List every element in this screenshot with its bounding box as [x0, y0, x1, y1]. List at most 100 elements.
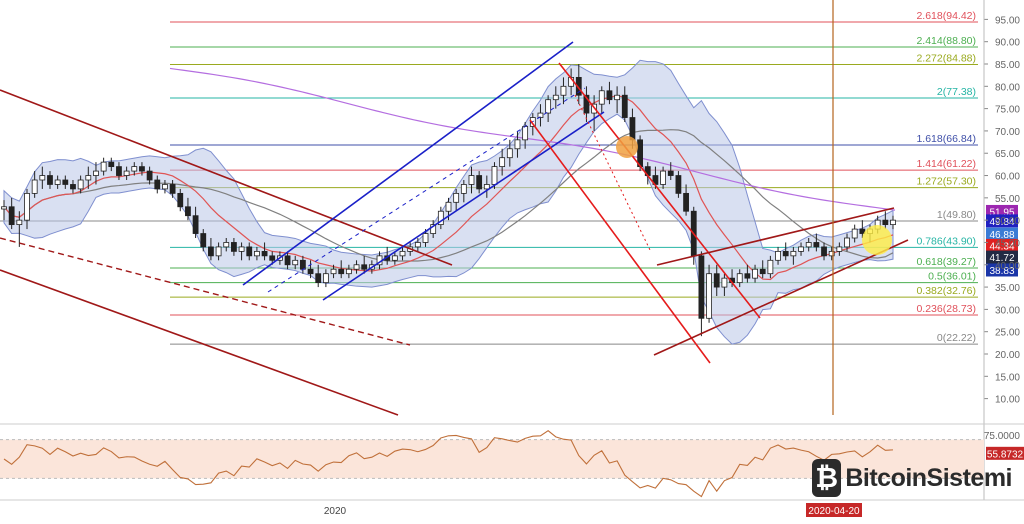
candle-body-41: [315, 273, 322, 284]
candle-body-34: [261, 250, 268, 257]
candle-body-20: [154, 179, 161, 190]
candle-body-62: [476, 175, 483, 190]
candle-body-10: [77, 179, 84, 190]
candle-body-14: [108, 161, 115, 168]
fib-level-label-11: 0.382(32.76): [916, 285, 976, 297]
candle-body-108: [828, 250, 835, 257]
candle-body-68: [522, 126, 529, 141]
candle-body-52: [399, 250, 406, 257]
candle-body-19: [146, 170, 153, 181]
candle-body-31: [238, 246, 245, 252]
candle-body-27: [208, 246, 214, 257]
price-badge-5: [986, 263, 1018, 277]
candle-body-86: [660, 170, 666, 185]
candle-body-116: [890, 219, 896, 226]
candle-body-59: [453, 192, 460, 203]
candle-body-47: [361, 264, 368, 270]
fib-level-label-8: 0.786(43.90): [916, 235, 976, 247]
price-badge-text-5: 38.83: [989, 266, 1014, 277]
y-tick-label-0: 95.00: [995, 15, 1020, 26]
y-tick-label-4: 75.00: [995, 105, 1020, 116]
candle-body-88: [675, 175, 682, 194]
candle-body-40: [307, 268, 314, 275]
candle-body-61: [468, 175, 475, 185]
fib-level-label-1: 2.414(88.80): [916, 35, 976, 47]
candle-body-109: [836, 246, 843, 252]
price-badge-text-1: 49.84: [989, 217, 1014, 228]
fib-level-label-10: 0.5(36.01): [928, 271, 976, 283]
rising-wedge-upper: [656, 207, 895, 266]
crash-channel-lower: [529, 119, 711, 364]
candle-body-51: [391, 255, 398, 261]
fib-level-label-5: 1.414(61.22): [916, 158, 976, 170]
rsi-value-badge: [986, 446, 1024, 460]
candle-body-102: [782, 250, 789, 257]
candle-body-94: [721, 277, 728, 288]
fib-level-label-4: 1.618(66.84): [916, 133, 976, 145]
candle-body-18: [139, 166, 145, 172]
candle-body-13: [100, 161, 107, 172]
candle-body-92: [706, 273, 712, 319]
fib-level-label-0: 2.618(94.42): [916, 10, 976, 22]
candle-body-67: [514, 139, 521, 150]
candle-body-17: [131, 166, 138, 172]
price-badge-text-2: 46.88: [989, 230, 1014, 241]
candle-body-93: [713, 273, 720, 288]
candle-body-71: [545, 99, 552, 114]
candle-body-72: [552, 94, 559, 101]
y-tick-label-9: 50.00: [995, 216, 1020, 227]
bitcoin-logo-icon: ₿: [812, 459, 842, 497]
candle-body-82: [629, 117, 636, 141]
price-badge-text-4: 41.72: [989, 253, 1014, 264]
candle-body-54: [414, 242, 421, 248]
candle-body-23: [177, 192, 184, 208]
brand-name: BitcoinSistemi: [845, 463, 1012, 492]
candle-body-103: [790, 250, 797, 257]
fib-level-label-7: 1(49.80): [937, 209, 976, 221]
candle-body-8: [62, 179, 69, 185]
candle-body-1: [8, 206, 15, 226]
candle-body-37: [284, 255, 291, 266]
candle-body-2: [16, 219, 23, 226]
candle-body-26: [200, 233, 207, 248]
candle-body-58: [445, 201, 452, 212]
candle-body-4: [31, 179, 38, 194]
candle-body-76: [583, 94, 590, 114]
candle-body-110: [844, 237, 850, 248]
y-tick-label-17: 10.00: [995, 395, 1020, 406]
candle-body-66: [506, 148, 513, 159]
fib-level-label-13: 0(22.22): [937, 332, 976, 344]
uptrend-channel-lower: [322, 111, 605, 301]
candle-body-96: [736, 273, 743, 284]
candle-body-25: [192, 215, 199, 234]
ma-slow-line: [3, 129, 894, 262]
y-tick-label-3: 80.00: [995, 82, 1020, 93]
downtrend-channel-upper: [0, 89, 453, 266]
date-marker-badge: [806, 503, 862, 517]
candle-body-63: [483, 184, 490, 190]
candle-body-11: [85, 175, 92, 181]
candle-body-30: [231, 242, 237, 252]
brand-logo: ₿ BitcoinSistemi: [812, 458, 1012, 498]
candle-body-56: [430, 224, 437, 234]
highlight-circle-orange: [616, 136, 638, 158]
fib-level-label-12: 0.236(28.73): [916, 303, 976, 315]
fib-level-label-6: 1.272(57.30): [916, 176, 976, 188]
crash-channel-mid-dotted: [574, 94, 651, 251]
candle-body-60: [460, 184, 467, 194]
crash-channel-upper: [558, 62, 761, 319]
candle-body-33: [254, 250, 260, 257]
candle-body-55: [422, 233, 429, 243]
y-tick-label-1: 90.00: [995, 38, 1020, 49]
highlight-circle-yellow: [862, 225, 892, 255]
candle-body-111: [851, 228, 858, 239]
candle-body-104: [798, 246, 804, 252]
candle-body-115: [882, 219, 889, 226]
candle-body-38: [292, 259, 299, 266]
candle-body-106: [813, 242, 820, 248]
candle-body-24: [185, 206, 191, 217]
y-tick-label-7: 60.00: [995, 172, 1020, 183]
candle-body-97: [744, 273, 751, 279]
candle-body-91: [698, 255, 705, 319]
